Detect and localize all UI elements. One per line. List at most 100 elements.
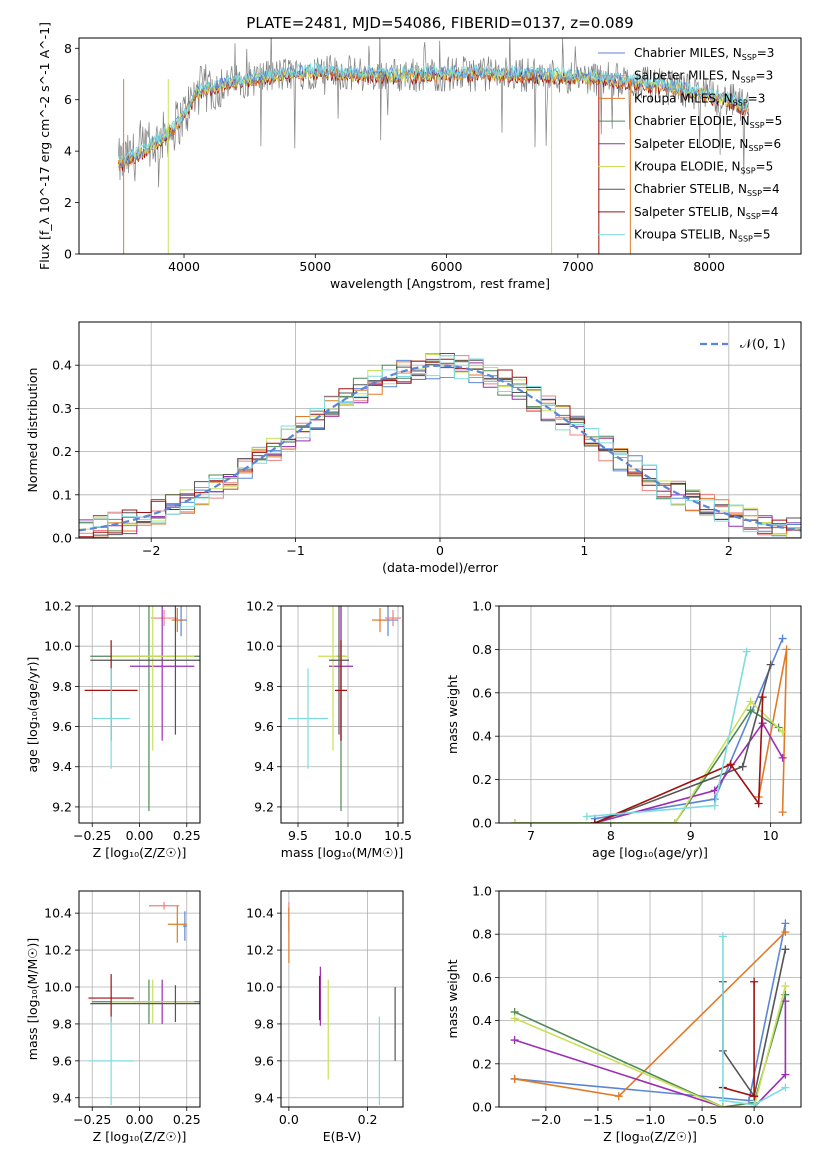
y-tick-label: 9.6 <box>254 1053 274 1068</box>
x-tick-label: 0.25 <box>173 828 201 843</box>
legend-label: Chabrier MILES, NSSP=3 <box>634 46 774 62</box>
mass-weight-marker <box>750 1100 759 1107</box>
legend-label: Kroupa STELIB, NSSP=5 <box>634 228 771 244</box>
mass-weight-line <box>515 700 784 823</box>
x-tick-label: 4000 <box>168 259 200 274</box>
legend-label: Salpeter STELIB, NSSP=4 <box>634 205 778 221</box>
x-tick-label: 0.25 <box>173 1112 201 1127</box>
axes-frame <box>78 321 802 539</box>
axes-frame <box>498 605 802 824</box>
x-tick-label: −0.5 <box>687 1112 717 1127</box>
y-tick-label: 0.0 <box>472 816 492 831</box>
y-tick-label: 10.0 <box>246 639 274 654</box>
y-tick-label: 9.6 <box>52 719 72 734</box>
mass-weight-marker <box>781 1070 790 1079</box>
mass-weight-line <box>722 981 755 1098</box>
axes-residuals: −2 −1 0 1 2 0.0 0.1 0.2 0.3 0.4 (data-model)/error… <box>25 321 802 575</box>
y-axis-label: mass weight <box>445 675 460 754</box>
x-axis-label: mass [log₁₀(M/M☉)] <box>281 845 403 860</box>
mass-weight-line <box>515 709 780 823</box>
legend-label: Kroupa ELODIE, NSSP=5 <box>634 160 773 176</box>
y-axis-label: age [log₁₀(age/yr)] <box>25 657 40 773</box>
mass-weight-marker <box>718 932 727 941</box>
x-axis-label: wavelength [Angstrom, rest frame] <box>330 276 550 291</box>
axes-mass-vs-Z: −0.25 0.00 0.25 9.4 9.6 9.8 10.0 10.2 10.4 Z [log… <box>25 890 201 1144</box>
mass-weight-marker <box>750 977 759 986</box>
y-tick-label: 0.2 <box>472 772 492 787</box>
x-axis-label: (data-model)/error <box>382 560 499 575</box>
y-tick-label: 0.1 <box>52 487 72 502</box>
y-tick-label: 1.0 <box>472 599 492 614</box>
mass-weight-marker <box>778 727 787 736</box>
x-tick-label: −1 <box>286 543 304 558</box>
y-tick-label: 9.2 <box>254 799 274 814</box>
x-tick-label: −0.25 <box>73 1112 111 1127</box>
legend-label: Kroupa MILES, NSSP=3 <box>634 91 765 107</box>
mass-weight-marker <box>746 706 755 715</box>
mass-weight-marker <box>718 1096 727 1105</box>
y-tick-label: 9.8 <box>52 1016 72 1031</box>
mass-weight-marker <box>781 982 790 991</box>
y-tick-label: 0.4 <box>52 358 72 373</box>
axes-mass-vs-EBV: 0.0 0.2 9.4 9.6 9.8 10.0 10.2 10.4 E(B-V) <box>246 890 404 1144</box>
mass-weight-line <box>514 1001 787 1107</box>
x-tick-label: 0.0 <box>744 1112 764 1127</box>
y-tick-label: 9.2 <box>52 799 72 814</box>
y-tick-label: 9.4 <box>254 1090 274 1105</box>
mass-weight-marker <box>754 799 763 808</box>
grid-weight-vs-age <box>499 605 801 824</box>
x-tick-label: −0.25 <box>73 828 111 843</box>
grid-mass-vs-EBV <box>281 891 403 1107</box>
mass-weight-marker <box>510 1014 519 1023</box>
y-tick-label: 0.2 <box>472 1056 492 1071</box>
mass-weight-marker <box>781 928 790 937</box>
legend-label: Chabrier ELODIE, NSSP=5 <box>634 114 782 130</box>
y-tick-label: 10.2 <box>44 599 72 614</box>
plot-area-age-vs-mass <box>288 606 401 811</box>
y-tick-label: 0.4 <box>472 1013 492 1028</box>
mass-weight-marker <box>670 819 679 823</box>
x-axis-label: E(B-V) <box>323 1129 362 1144</box>
mass-weight-marker <box>746 697 755 706</box>
axes-frame <box>498 890 802 1108</box>
mass-weight-marker <box>758 693 767 702</box>
mass-weight-marker <box>742 647 751 656</box>
x-tick-label: 2 <box>725 543 733 558</box>
mass-weight-marker <box>781 945 790 954</box>
mass-weight-marker <box>710 801 719 810</box>
y-axis-label: mass [log₁₀(M/M☉)] <box>25 938 40 1060</box>
mass-weight-marker <box>750 1092 759 1101</box>
x-axis-label: Z [log₁₀(Z/Z☉)] <box>603 1129 697 1144</box>
model-spectrum-line <box>118 65 749 168</box>
mass-weight-marker <box>758 719 767 728</box>
x-tick-label: 8000 <box>693 259 725 274</box>
x-tick-label: 9.5 <box>288 828 308 843</box>
mass-weight-line <box>594 638 784 820</box>
model-spectrum-line <box>118 61 749 165</box>
y-tick-label: 8 <box>64 41 72 56</box>
x-tick-label: 0.0 <box>279 1112 299 1127</box>
legend: Chabrier MILES, NSSP=3 Salpeter MILES, NS… <box>598 46 782 244</box>
x-tick-label: 8 <box>607 828 615 843</box>
mass-weight-marker <box>778 753 787 762</box>
mass-weight-marker <box>510 1074 519 1083</box>
mass-weight-marker <box>781 997 790 1006</box>
x-axis-label: age [log₁₀(age/yr)] <box>592 845 708 860</box>
axes-weight-vs-age: 7 8 9 10 0.0 0.2 0.4 0.6 0.8 1.0 age [log₁₀(age/yr… <box>445 599 802 860</box>
x-tick-label: 0.2 <box>358 1112 378 1127</box>
legend-label: 𝒩(0, 1) <box>740 336 786 351</box>
mass-weight-line <box>722 936 786 1106</box>
y-tick-label: 10.0 <box>44 639 72 654</box>
y-tick-label: 10.4 <box>246 906 274 921</box>
mass-weight-marker <box>778 634 787 643</box>
plot-area-weight-vs-age <box>510 634 791 823</box>
x-axis-label: Z [log₁₀(Z/Z☉)] <box>93 845 187 860</box>
x-tick-label: 0 <box>436 543 444 558</box>
x-tick-label: 7 <box>527 828 535 843</box>
x-tick-label: −1.0 <box>635 1112 665 1127</box>
axes-weight-vs-Z: −2.0 −1.5 −1.0 −0.5 0.0 0.0 0.2 0.4 0.6 0.8 1.0 Z [… <box>445 884 802 1144</box>
mass-weight-marker <box>781 919 790 928</box>
axes-age-vs-mass: 9.5 10.0 10.5 9.2 9.4 9.6 9.8 10.0 10.2 mass [log… <box>246 599 412 861</box>
y-tick-label: 10.0 <box>44 980 72 995</box>
